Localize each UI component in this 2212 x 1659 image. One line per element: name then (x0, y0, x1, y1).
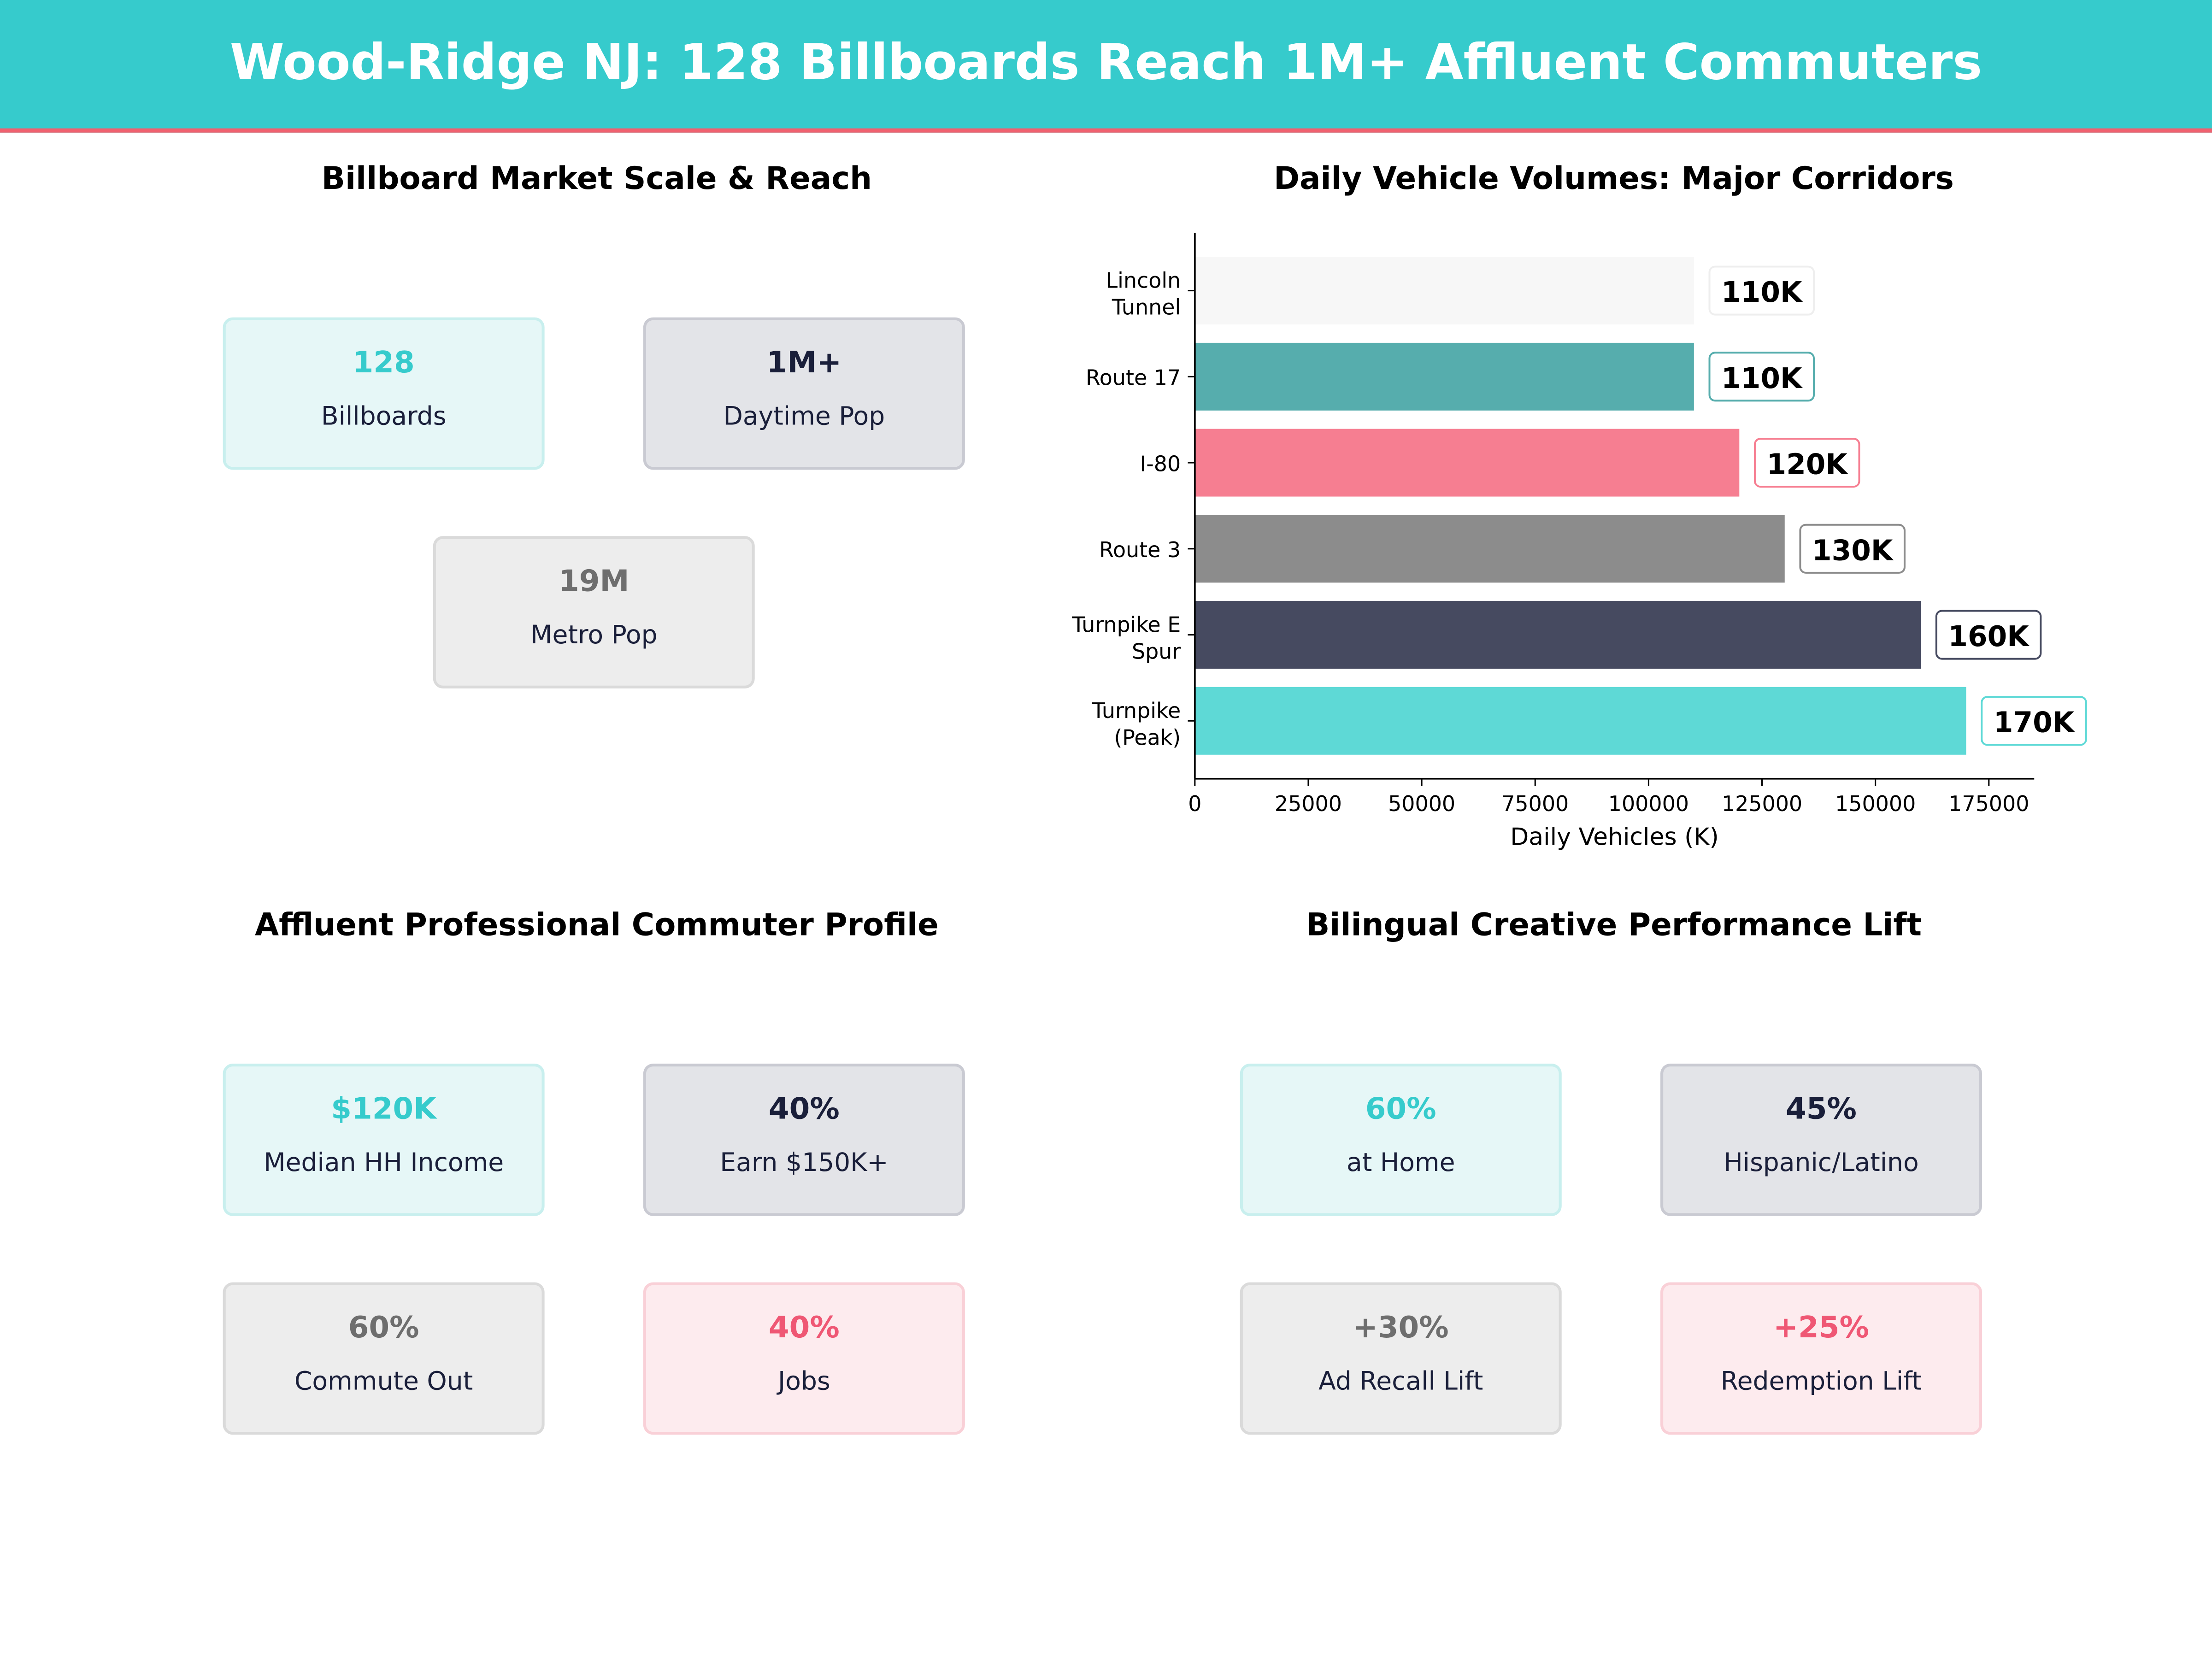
x-tick-label: 100000 (1608, 791, 1689, 816)
stat-card-median-income: $120K Median HH Income (223, 1064, 545, 1216)
stat-card-ad-recall: +30% Ad Recall Lift (1240, 1282, 1562, 1435)
stat-card-redemption: +25% Redemption Lift (1660, 1282, 1982, 1435)
y-tick-label: (Peak) (1114, 725, 1181, 750)
y-tick-label: Spur (1132, 639, 1181, 664)
x-tick-label: 25000 (1275, 791, 1342, 816)
stat-value: +30% (1353, 1310, 1449, 1345)
stat-value: 40% (768, 1310, 840, 1345)
stat-card-billboards: 128 Billboards (223, 317, 545, 470)
stat-card-commute-out: 60% Commute Out (223, 1282, 545, 1435)
data-label: 120K (1767, 448, 1849, 481)
stat-value: 60% (1365, 1092, 1436, 1126)
stat-value: 40% (768, 1092, 840, 1126)
header-banner: Wood-Ridge NJ: 128 Billboards Reach 1M+ … (0, 0, 2212, 133)
data-label-box (1708, 352, 1815, 402)
x-tick-label: 175000 (1948, 791, 2029, 816)
data-label-box (1981, 696, 2087, 746)
stat-card-at-home: 60% at Home (1240, 1064, 1562, 1216)
x-axis-label: Daily Vehicles (K) (1510, 824, 1719, 851)
chart-title: Daily Vehicle Volumes: Major Corridors (1274, 162, 1954, 198)
data-label-box (1708, 265, 1815, 316)
stat-label: at Home (1346, 1148, 1455, 1178)
stat-value: +25% (1773, 1310, 1869, 1345)
x-tick-label: 75000 (1501, 791, 1569, 816)
y-tick-label: Route 3 (1099, 537, 1181, 562)
data-label-box (1799, 524, 1906, 574)
y-tick-label: Lincoln (1106, 268, 1181, 293)
stat-card-earn-150k: 40% Earn $150K+ (643, 1064, 965, 1216)
data-label: 110K (1721, 276, 1803, 309)
stat-label: Metro Pop (530, 620, 658, 651)
data-label: 110K (1721, 362, 1803, 395)
stat-card-jobs: 40% Jobs (643, 1282, 965, 1435)
stat-label: Daytime Pop (723, 402, 885, 432)
bar (1194, 687, 1966, 755)
stat-card-daytime-pop: 1M+ Daytime Pop (643, 317, 965, 470)
y-tick-label: I-80 (1140, 451, 1181, 476)
stat-label: Redemption Lift (1720, 1367, 1922, 1397)
bar (1194, 257, 1694, 325)
x-tick-label: 50000 (1388, 791, 1455, 816)
x-tick-label: 125000 (1722, 791, 1802, 816)
y-tick-label: Turnpike E (1071, 612, 1181, 637)
bar (1194, 515, 1785, 583)
profile-panel-title: Affluent Professional Commuter Profile (254, 908, 939, 944)
x-tick-label: 0 (1188, 791, 1201, 816)
x-tick-label: 150000 (1835, 791, 1916, 816)
stat-card-hispanic: 45% Hispanic/Latino (1660, 1064, 1982, 1216)
stat-value: 1M+ (766, 345, 842, 380)
bar (1194, 601, 1921, 669)
stat-label: Commute Out (294, 1367, 473, 1397)
stat-value: 128 (353, 345, 415, 380)
data-label-box (1935, 610, 2042, 660)
scale-panel-title: Billboard Market Scale & Reach (321, 162, 872, 198)
page-title: Wood-Ridge NJ: 128 Billboards Reach 1M+ … (229, 35, 1983, 92)
stat-value: 45% (1786, 1092, 1857, 1126)
bar (1194, 342, 1694, 411)
y-tick-label: Tunnel (1112, 295, 1181, 320)
stat-label: Billboards (321, 402, 447, 432)
stat-value: 60% (348, 1310, 419, 1345)
y-tick-label: Turnpike (1092, 698, 1181, 723)
stat-label: Jobs (778, 1367, 830, 1397)
stat-value: $120K (331, 1092, 437, 1126)
stat-label: Median HH Income (264, 1148, 504, 1178)
stat-label: Earn $150K+ (720, 1148, 888, 1178)
stat-value: 19M (559, 564, 629, 598)
data-label: 130K (1812, 534, 1894, 567)
data-label: 160K (1948, 620, 2030, 653)
stat-label: Ad Recall Lift (1318, 1367, 1483, 1397)
y-tick-label: Route 17 (1086, 365, 1181, 390)
bar (1194, 429, 1740, 497)
stat-label: Hispanic/Latino (1724, 1148, 1919, 1178)
bilingual-panel-title: Bilingual Creative Performance Lift (1306, 908, 1922, 944)
stat-card-metro-pop: 19M Metro Pop (433, 536, 755, 688)
data-label: 170K (1994, 706, 2076, 739)
data-label-box (1753, 438, 1860, 488)
